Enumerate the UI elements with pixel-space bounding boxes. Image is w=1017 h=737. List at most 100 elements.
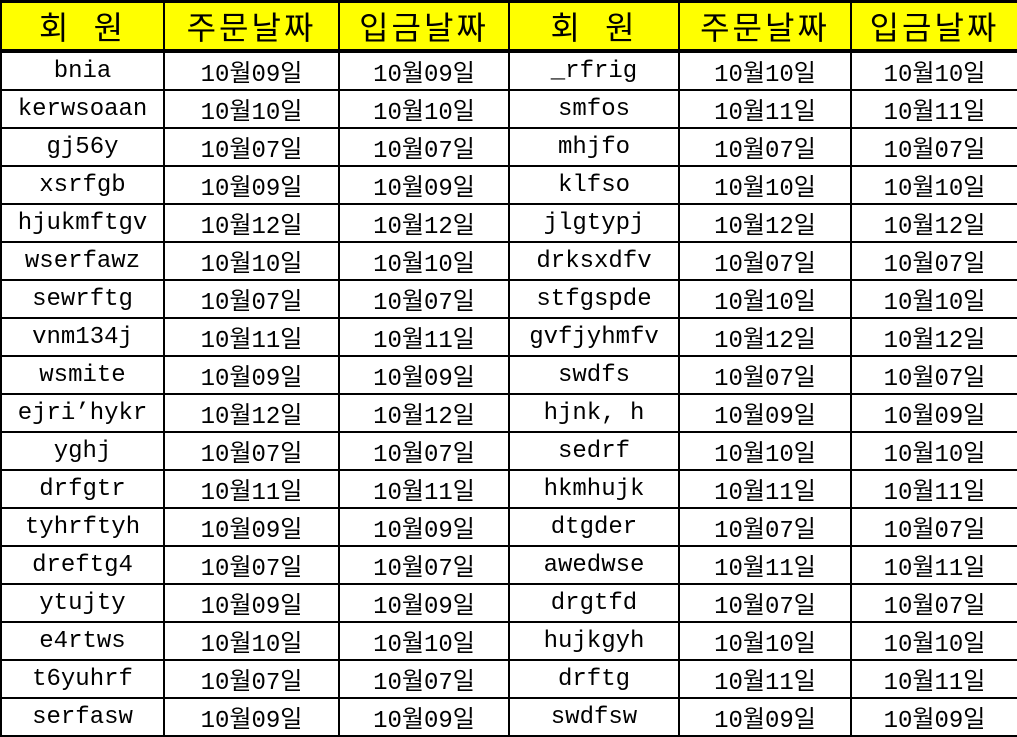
member-cell[interactable]: ytujty (0, 583, 165, 623)
deposit-date-cell[interactable]: 10월07일 (338, 279, 510, 319)
order-date-cell[interactable]: 10월10일 (163, 241, 340, 281)
member-cell[interactable]: drftg (508, 659, 680, 699)
member-cell[interactable]: jlgtypj (508, 203, 680, 243)
order-date-cell[interactable]: 10월11일 (678, 659, 852, 699)
header-deposit-date-1[interactable]: 입금날짜 (338, 0, 510, 53)
order-date-cell[interactable]: 10월11일 (163, 469, 340, 509)
member-cell[interactable]: tyhrftyh (0, 507, 165, 547)
order-date-cell[interactable]: 10월07일 (163, 431, 340, 471)
member-cell[interactable]: bnia (0, 50, 165, 91)
order-date-cell[interactable]: 10월10일 (678, 621, 852, 661)
member-cell[interactable]: hkmhujk (508, 469, 680, 509)
order-date-cell[interactable]: 10월09일 (163, 697, 340, 737)
header-member-1[interactable]: 회 원 (0, 0, 165, 53)
order-date-cell[interactable]: 10월07일 (678, 241, 852, 281)
header-deposit-date-2[interactable]: 입금날짜 (850, 0, 1017, 53)
deposit-date-cell[interactable]: 10월07일 (850, 507, 1017, 547)
deposit-date-cell[interactable]: 10월10일 (850, 279, 1017, 319)
order-date-cell[interactable]: 10월10일 (163, 89, 340, 129)
member-cell[interactable]: xsrfgb (0, 165, 165, 205)
member-cell[interactable]: klfso (508, 165, 680, 205)
deposit-date-cell[interactable]: 10월07일 (850, 583, 1017, 623)
member-cell[interactable]: t6yuhrf (0, 659, 165, 699)
member-cell[interactable]: ejri’hykr (0, 393, 165, 433)
deposit-date-cell[interactable]: 10월09일 (338, 583, 510, 623)
order-date-cell[interactable]: 10월12일 (163, 203, 340, 243)
deposit-date-cell[interactable]: 10월09일 (338, 697, 510, 737)
order-date-cell[interactable]: 10월11일 (678, 545, 852, 585)
order-date-cell[interactable]: 10월10일 (678, 431, 852, 471)
member-cell[interactable]: swdfsw (508, 697, 680, 737)
order-date-cell[interactable]: 10월09일 (163, 165, 340, 205)
order-date-cell[interactable]: 10월07일 (163, 127, 340, 167)
deposit-date-cell[interactable]: 10월10일 (850, 50, 1017, 91)
order-date-cell[interactable]: 10월09일 (163, 583, 340, 623)
order-date-cell[interactable]: 10월12일 (678, 203, 852, 243)
member-cell[interactable]: drgtfd (508, 583, 680, 623)
deposit-date-cell[interactable]: 10월09일 (338, 507, 510, 547)
order-date-cell[interactable]: 10월11일 (163, 317, 340, 357)
member-cell[interactable]: hujkgyh (508, 621, 680, 661)
member-cell[interactable]: smfos (508, 89, 680, 129)
deposit-date-cell[interactable]: 10월10일 (338, 621, 510, 661)
deposit-date-cell[interactable]: 10월11일 (850, 469, 1017, 509)
order-date-cell[interactable]: 10월11일 (678, 89, 852, 129)
deposit-date-cell[interactable]: 10월07일 (338, 545, 510, 585)
deposit-date-cell[interactable]: 10월07일 (338, 431, 510, 471)
order-date-cell[interactable]: 10월10일 (678, 279, 852, 319)
order-date-cell[interactable]: 10월07일 (678, 583, 852, 623)
deposit-date-cell[interactable]: 10월07일 (850, 355, 1017, 395)
deposit-date-cell[interactable]: 10월07일 (338, 127, 510, 167)
deposit-date-cell[interactable]: 10월11일 (850, 89, 1017, 129)
member-cell[interactable]: yghj (0, 431, 165, 471)
order-date-cell[interactable]: 10월07일 (163, 545, 340, 585)
member-cell[interactable]: stfgspde (508, 279, 680, 319)
deposit-date-cell[interactable]: 10월07일 (850, 241, 1017, 281)
member-cell[interactable]: drfgtr (0, 469, 165, 509)
header-member-2[interactable]: 회 원 (508, 0, 680, 53)
deposit-date-cell[interactable]: 10월10일 (850, 621, 1017, 661)
deposit-date-cell[interactable]: 10월10일 (338, 241, 510, 281)
member-cell[interactable]: sewrftg (0, 279, 165, 319)
order-date-cell[interactable]: 10월12일 (678, 317, 852, 357)
header-order-date-2[interactable]: 주문날짜 (678, 0, 852, 53)
member-cell[interactable]: gj56y (0, 127, 165, 167)
deposit-date-cell[interactable]: 10월09일 (338, 50, 510, 91)
member-cell[interactable]: hjukmftgv (0, 203, 165, 243)
deposit-date-cell[interactable]: 10월09일 (850, 393, 1017, 433)
order-date-cell[interactable]: 10월07일 (678, 355, 852, 395)
member-cell[interactable]: dreftg4 (0, 545, 165, 585)
deposit-date-cell[interactable]: 10월10일 (850, 431, 1017, 471)
deposit-date-cell[interactable]: 10월11일 (850, 659, 1017, 699)
order-date-cell[interactable]: 10월07일 (678, 507, 852, 547)
deposit-date-cell[interactable]: 10월09일 (338, 165, 510, 205)
member-cell[interactable]: wserfawz (0, 241, 165, 281)
member-cell[interactable]: e4rtws (0, 621, 165, 661)
member-cell[interactable]: awedwse (508, 545, 680, 585)
member-cell[interactable]: kerwsoaan (0, 89, 165, 129)
member-cell[interactable]: mhjfo (508, 127, 680, 167)
member-cell[interactable]: drksxdfv (508, 241, 680, 281)
deposit-date-cell[interactable]: 10월09일 (338, 355, 510, 395)
deposit-date-cell[interactable]: 10월12일 (338, 393, 510, 433)
deposit-date-cell[interactable]: 10월10일 (338, 89, 510, 129)
member-cell[interactable]: _rfrig (508, 50, 680, 91)
deposit-date-cell[interactable]: 10월11일 (338, 469, 510, 509)
header-order-date-1[interactable]: 주문날짜 (163, 0, 340, 53)
order-date-cell[interactable]: 10월09일 (163, 355, 340, 395)
order-date-cell[interactable]: 10월10일 (678, 50, 852, 91)
deposit-date-cell[interactable]: 10월07일 (338, 659, 510, 699)
order-date-cell[interactable]: 10월12일 (163, 393, 340, 433)
order-date-cell[interactable]: 10월09일 (678, 393, 852, 433)
deposit-date-cell[interactable]: 10월12일 (850, 203, 1017, 243)
member-cell[interactable]: gvfjyhmfv (508, 317, 680, 357)
member-cell[interactable]: sedrf (508, 431, 680, 471)
member-cell[interactable]: swdfs (508, 355, 680, 395)
order-date-cell[interactable]: 10월11일 (678, 469, 852, 509)
member-cell[interactable]: wsmite (0, 355, 165, 395)
deposit-date-cell[interactable]: 10월10일 (850, 165, 1017, 205)
deposit-date-cell[interactable]: 10월12일 (338, 203, 510, 243)
deposit-date-cell[interactable]: 10월11일 (338, 317, 510, 357)
deposit-date-cell[interactable]: 10월09일 (850, 697, 1017, 737)
order-date-cell[interactable]: 10월07일 (163, 279, 340, 319)
